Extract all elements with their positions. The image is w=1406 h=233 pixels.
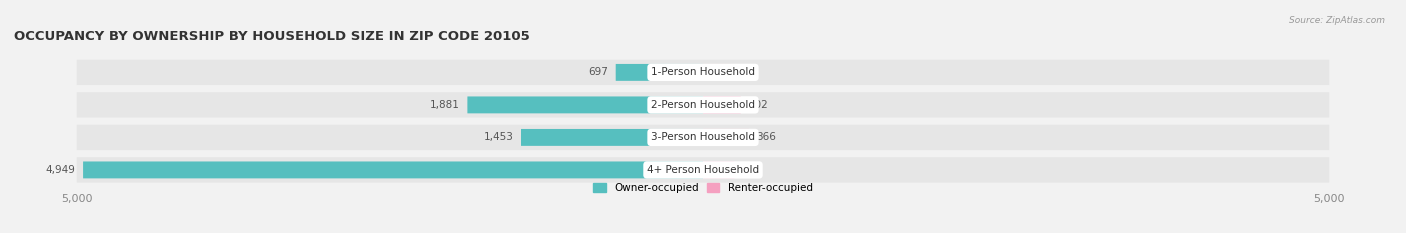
Text: 252: 252 [742,165,762,175]
Text: 4,949: 4,949 [45,165,76,175]
Text: OCCUPANCY BY OWNERSHIP BY HOUSEHOLD SIZE IN ZIP CODE 20105: OCCUPANCY BY OWNERSHIP BY HOUSEHOLD SIZE… [14,30,530,43]
FancyBboxPatch shape [703,64,731,81]
Text: 1,881: 1,881 [430,100,460,110]
Text: Source: ZipAtlas.com: Source: ZipAtlas.com [1289,16,1385,25]
FancyBboxPatch shape [522,129,703,146]
Text: 220: 220 [738,67,758,77]
FancyBboxPatch shape [77,92,1329,118]
Text: 366: 366 [756,132,776,142]
Text: 3-Person Household: 3-Person Household [651,132,755,142]
Text: 697: 697 [588,67,609,77]
FancyBboxPatch shape [703,129,749,146]
Text: 1,453: 1,453 [484,132,513,142]
FancyBboxPatch shape [703,161,734,178]
FancyBboxPatch shape [616,64,703,81]
Text: 302: 302 [748,100,768,110]
Text: 1-Person Household: 1-Person Household [651,67,755,77]
Text: 2-Person Household: 2-Person Household [651,100,755,110]
FancyBboxPatch shape [467,96,703,113]
FancyBboxPatch shape [77,125,1329,150]
FancyBboxPatch shape [77,157,1329,183]
Text: 4+ Person Household: 4+ Person Household [647,165,759,175]
FancyBboxPatch shape [703,96,741,113]
FancyBboxPatch shape [83,161,703,178]
FancyBboxPatch shape [77,60,1329,85]
Legend: Owner-occupied, Renter-occupied: Owner-occupied, Renter-occupied [589,179,817,197]
